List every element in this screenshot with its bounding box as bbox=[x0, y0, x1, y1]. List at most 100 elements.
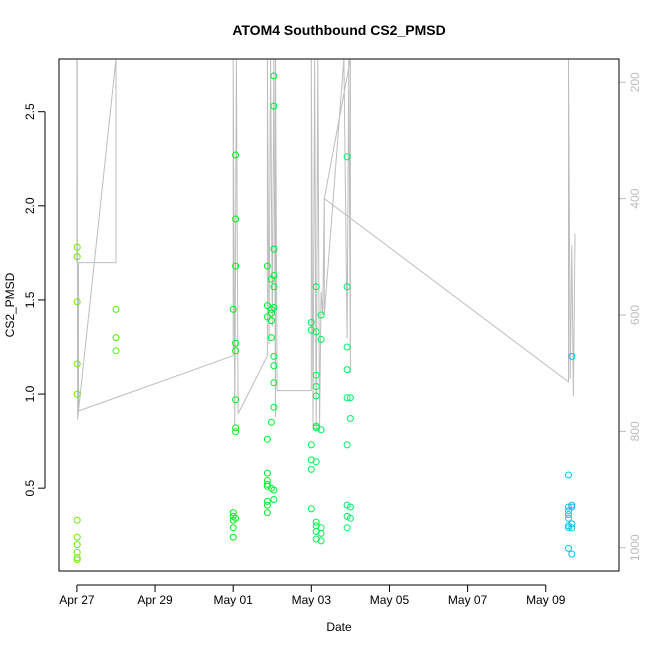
data-point bbox=[343, 343, 351, 351]
data-point bbox=[263, 302, 271, 310]
data-point bbox=[270, 403, 278, 411]
y-axis-label: CS2_PMSD bbox=[3, 272, 17, 337]
data-point bbox=[232, 339, 240, 347]
data-point bbox=[346, 503, 354, 511]
data-point bbox=[232, 151, 240, 159]
x-axis-label: Date bbox=[326, 620, 352, 634]
data-point bbox=[263, 435, 271, 443]
secondary-y-tick-label: 400 bbox=[628, 188, 642, 208]
data-point bbox=[232, 514, 240, 522]
data-point bbox=[263, 313, 271, 321]
data-point bbox=[73, 253, 81, 261]
plot-frame bbox=[58, 58, 620, 572]
data-point bbox=[270, 245, 278, 253]
data-point bbox=[263, 501, 271, 509]
secondary-y-tick-label: 600 bbox=[628, 305, 642, 325]
data-point bbox=[317, 529, 325, 537]
data-point bbox=[267, 317, 275, 325]
data-point bbox=[232, 215, 240, 223]
data-point bbox=[565, 471, 572, 479]
data-point bbox=[267, 334, 275, 342]
data-point bbox=[568, 501, 576, 509]
data-point bbox=[343, 153, 351, 161]
data-point bbox=[317, 537, 325, 545]
y-tick-label: 1.0 bbox=[23, 385, 37, 402]
data-point bbox=[232, 424, 240, 432]
data-point bbox=[73, 533, 81, 541]
data-point bbox=[263, 262, 271, 270]
data-point bbox=[112, 347, 120, 355]
data-point bbox=[73, 554, 81, 562]
data-point bbox=[568, 352, 576, 360]
data-point bbox=[232, 262, 240, 270]
y-tick-label: 1.5 bbox=[23, 291, 37, 308]
x-tick-label: Apr 29 bbox=[137, 593, 173, 607]
data-point bbox=[270, 379, 278, 387]
secondary-y-tick-label: 200 bbox=[628, 72, 642, 92]
data-point bbox=[270, 496, 278, 503]
data-point bbox=[270, 272, 278, 279]
data-point bbox=[343, 524, 351, 532]
data-point bbox=[73, 360, 81, 368]
data-point bbox=[312, 283, 320, 291]
data-point bbox=[312, 392, 320, 400]
data-point bbox=[317, 426, 325, 434]
data-point bbox=[73, 516, 81, 524]
data-point bbox=[229, 533, 237, 541]
data-point bbox=[565, 514, 572, 522]
data-point bbox=[229, 305, 237, 313]
data-point bbox=[346, 415, 354, 422]
data-point bbox=[112, 334, 120, 342]
axes: Apr 27 Apr 29 May 01 May 03 May 05 May 07 May … bbox=[23, 72, 642, 607]
data-point bbox=[312, 458, 320, 466]
x-tick-label: Apr 27 bbox=[59, 593, 95, 607]
data-point bbox=[73, 243, 81, 251]
data-point bbox=[229, 524, 237, 532]
data-point bbox=[263, 509, 271, 517]
y-tick-label: 0.5 bbox=[23, 480, 37, 497]
data-point bbox=[229, 509, 237, 517]
data-point bbox=[565, 511, 572, 518]
data-point bbox=[343, 394, 351, 402]
data-point bbox=[307, 505, 315, 513]
data-point bbox=[263, 480, 271, 488]
data-point bbox=[312, 518, 320, 526]
data-point bbox=[73, 390, 81, 398]
data-point bbox=[568, 524, 576, 532]
data-point bbox=[343, 366, 351, 374]
data-point bbox=[317, 311, 325, 319]
data-point bbox=[73, 556, 81, 564]
data-point bbox=[112, 305, 120, 313]
data-point bbox=[307, 441, 315, 449]
data-point bbox=[232, 428, 240, 436]
y-tick-label: 2.0 bbox=[23, 197, 37, 214]
data-point bbox=[307, 465, 315, 473]
data-point bbox=[312, 383, 320, 390]
data-point bbox=[232, 396, 240, 404]
data-point bbox=[267, 418, 275, 426]
data-point bbox=[73, 541, 81, 549]
data-point bbox=[263, 482, 271, 490]
data-point bbox=[346, 394, 354, 402]
x-tick-label: May 05 bbox=[370, 593, 410, 607]
chart-title: ATOM4 Southbound CS2_PMSD bbox=[232, 22, 445, 38]
data-point bbox=[568, 550, 576, 558]
x-tick-label: May 07 bbox=[448, 593, 488, 607]
data-point bbox=[270, 486, 278, 494]
data-point bbox=[270, 102, 278, 110]
data-point bbox=[263, 497, 271, 505]
data-point bbox=[270, 72, 278, 80]
data-point bbox=[312, 328, 320, 336]
data-point bbox=[270, 304, 278, 311]
data-point bbox=[346, 514, 354, 522]
data-point bbox=[263, 469, 271, 477]
data-point bbox=[270, 352, 278, 360]
x-tick-label: May 01 bbox=[214, 593, 254, 607]
secondary-y-tick-label: 1000 bbox=[628, 534, 642, 561]
water-level-line bbox=[75, 59, 576, 432]
data-point bbox=[568, 503, 576, 511]
data-point bbox=[73, 298, 81, 306]
secondary-y-tick-label: 800 bbox=[628, 421, 642, 441]
